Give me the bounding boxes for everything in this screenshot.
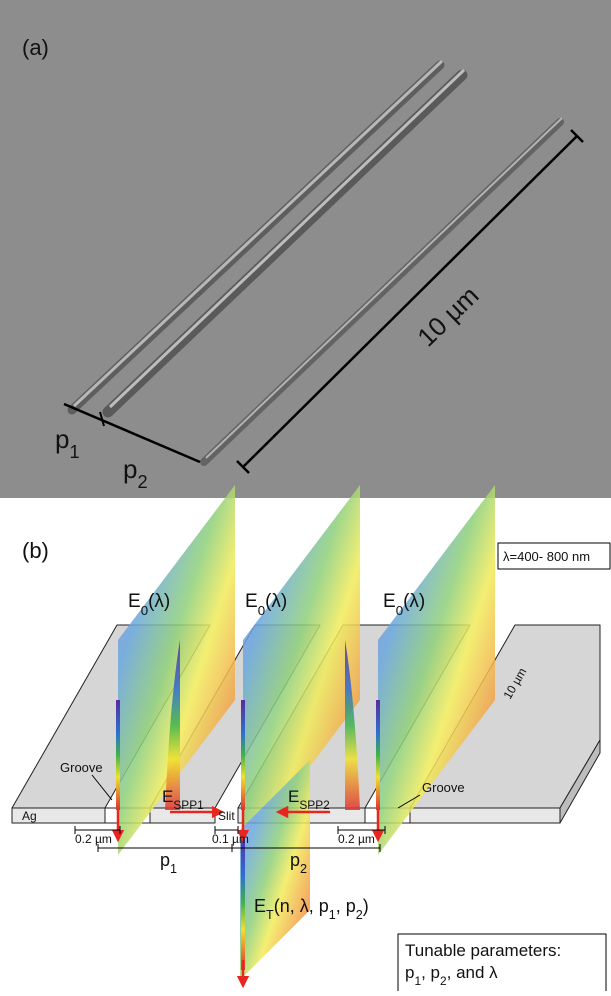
panel-b: (b) λ=400- 800 nm E0(λ) E0(λ) E0(λ) Groo… [12,485,610,991]
width-label: 0.1 µm [212,832,249,846]
sem-image [0,0,611,498]
wavelength: λ=400- 800 nm [503,549,590,564]
width-label: 0.2 µm [338,832,375,846]
groove-label: Groove [422,780,465,795]
groove-label: Groove [60,760,103,775]
figure: (a) 10 µm p1 p2 (b) λ=400- 800 nm E0(λ) … [0,0,611,991]
panel-label: (a) [22,35,49,60]
width-label: 0.2 µm [75,832,112,846]
tunable-title: Tunable parameters: [405,941,561,960]
panel-a: (a) 10 µm p1 p2 [0,0,611,498]
period-label: p1 [160,850,177,876]
panel-label: (b) [22,538,49,563]
slit-label: Slit [218,809,235,823]
metal-label: Ag [22,809,37,823]
